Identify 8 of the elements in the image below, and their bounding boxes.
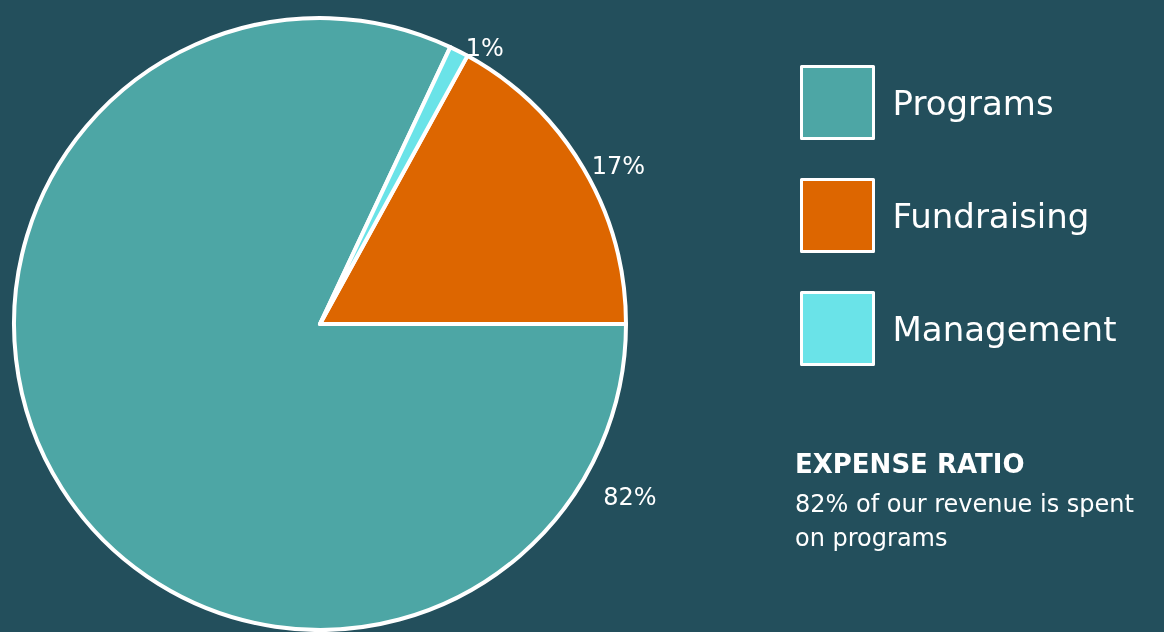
legend-label: Management — [892, 308, 1117, 349]
legend-label: Fundraising — [892, 195, 1090, 236]
text: 82% of our revenue is spent on programs — [795, 490, 1142, 552]
data-label: 82% — [603, 483, 657, 511]
data-label: 17% — [591, 152, 646, 181]
data-label: 1% — [465, 33, 504, 62]
legend-label: Programs — [892, 82, 1054, 123]
text: EXPENSE RATIO — [795, 449, 1025, 479]
